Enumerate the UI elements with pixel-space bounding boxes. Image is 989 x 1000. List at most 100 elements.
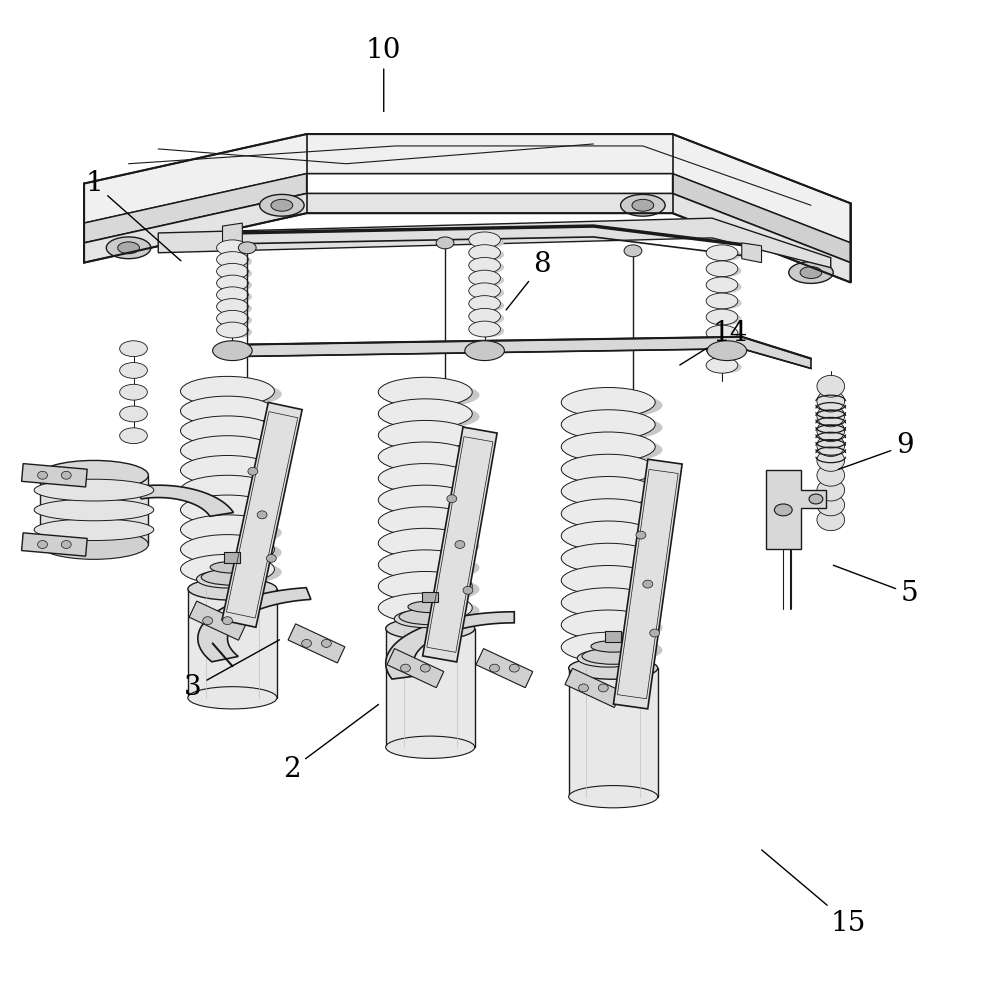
Ellipse shape (183, 520, 282, 545)
Bar (226, 412, 298, 618)
Bar (222, 402, 303, 627)
Polygon shape (158, 218, 831, 268)
Ellipse shape (181, 396, 275, 426)
Ellipse shape (463, 586, 473, 594)
Ellipse shape (378, 485, 473, 515)
Ellipse shape (817, 509, 845, 531)
Ellipse shape (183, 480, 282, 506)
Ellipse shape (469, 296, 500, 311)
Ellipse shape (564, 393, 663, 418)
Polygon shape (134, 485, 233, 516)
Ellipse shape (381, 577, 480, 602)
Ellipse shape (219, 314, 252, 327)
Ellipse shape (381, 382, 480, 408)
Ellipse shape (624, 245, 642, 257)
Ellipse shape (471, 274, 504, 286)
Ellipse shape (213, 341, 252, 361)
Bar (565, 668, 622, 707)
Ellipse shape (183, 560, 282, 585)
Ellipse shape (401, 664, 410, 672)
Ellipse shape (579, 684, 588, 692)
Bar (422, 592, 438, 602)
Polygon shape (400, 381, 451, 619)
Ellipse shape (40, 530, 148, 559)
Ellipse shape (120, 363, 147, 378)
Ellipse shape (706, 261, 738, 277)
Ellipse shape (120, 384, 147, 400)
Ellipse shape (471, 325, 504, 337)
Ellipse shape (202, 569, 263, 585)
Ellipse shape (564, 437, 663, 462)
Ellipse shape (708, 281, 742, 293)
Ellipse shape (447, 495, 457, 503)
Ellipse shape (217, 263, 248, 279)
Ellipse shape (203, 617, 213, 625)
Ellipse shape (469, 257, 500, 273)
Ellipse shape (378, 550, 473, 580)
Ellipse shape (181, 455, 275, 485)
Ellipse shape (817, 464, 845, 486)
Ellipse shape (188, 687, 277, 709)
Ellipse shape (469, 245, 500, 261)
Ellipse shape (562, 454, 656, 484)
Ellipse shape (564, 571, 663, 596)
Ellipse shape (381, 404, 480, 429)
Ellipse shape (562, 432, 656, 462)
Ellipse shape (708, 248, 742, 261)
Ellipse shape (378, 528, 473, 558)
Ellipse shape (217, 252, 248, 267)
Ellipse shape (34, 479, 154, 501)
Ellipse shape (706, 357, 738, 373)
Text: 14: 14 (679, 320, 748, 365)
Ellipse shape (469, 321, 500, 337)
Polygon shape (386, 629, 475, 747)
Ellipse shape (217, 287, 248, 303)
Ellipse shape (490, 664, 499, 672)
Ellipse shape (564, 526, 663, 551)
Ellipse shape (378, 593, 473, 623)
Ellipse shape (107, 237, 150, 259)
Ellipse shape (38, 471, 47, 479)
Ellipse shape (381, 534, 480, 559)
Bar (613, 459, 682, 709)
Bar (288, 624, 345, 663)
Text: 3: 3 (184, 640, 280, 701)
Bar (476, 649, 533, 688)
Polygon shape (84, 193, 851, 282)
Bar (387, 649, 444, 688)
Ellipse shape (381, 512, 480, 537)
Ellipse shape (120, 428, 147, 444)
Bar (422, 427, 497, 662)
Ellipse shape (562, 632, 656, 662)
Ellipse shape (564, 415, 663, 440)
Ellipse shape (800, 267, 822, 278)
Ellipse shape (321, 639, 331, 647)
Ellipse shape (238, 242, 256, 254)
Ellipse shape (817, 494, 845, 516)
Ellipse shape (636, 531, 646, 539)
Ellipse shape (706, 245, 738, 261)
Bar (22, 533, 87, 556)
Polygon shape (569, 668, 658, 797)
Ellipse shape (706, 325, 738, 341)
Ellipse shape (569, 786, 658, 808)
Bar (617, 469, 678, 699)
Ellipse shape (817, 479, 845, 501)
Ellipse shape (562, 543, 656, 573)
Ellipse shape (217, 322, 248, 338)
Ellipse shape (238, 395, 256, 407)
Ellipse shape (708, 361, 742, 374)
Ellipse shape (266, 554, 276, 562)
Ellipse shape (211, 561, 255, 573)
Ellipse shape (378, 464, 473, 493)
Ellipse shape (562, 610, 656, 640)
Ellipse shape (217, 310, 248, 326)
Ellipse shape (578, 649, 639, 667)
Ellipse shape (809, 494, 823, 504)
Ellipse shape (223, 617, 232, 625)
Bar (427, 437, 493, 652)
Ellipse shape (183, 401, 282, 427)
Ellipse shape (817, 435, 845, 456)
Ellipse shape (706, 277, 738, 293)
Ellipse shape (420, 664, 430, 672)
